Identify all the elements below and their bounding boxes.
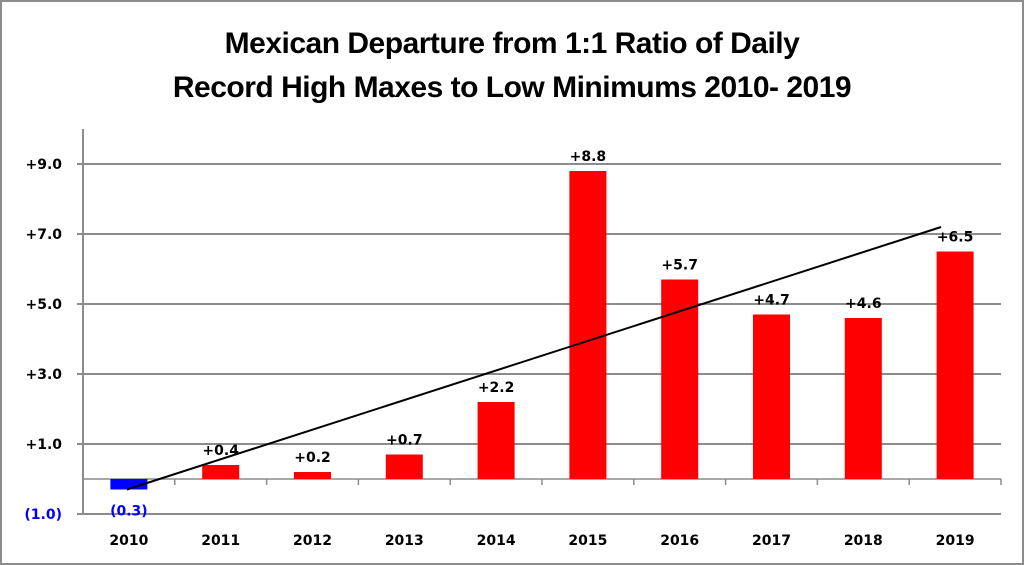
x-tick-label-2012: 2012 — [293, 533, 332, 549]
x-tick-label-2018: 2018 — [844, 533, 883, 549]
y-tick-label: +9.0 — [25, 157, 62, 173]
bar-2018 — [844, 318, 882, 479]
bar-2013 — [385, 454, 423, 479]
y-tick-label: +5.0 — [25, 297, 62, 313]
data-label-2013: +0.7 — [386, 433, 423, 449]
chart-title-line-2: Record High Maxes to Low Minimums 2010- … — [172, 71, 852, 104]
bar-2014 — [477, 402, 515, 479]
x-tick-labels: 2010 2011 2012 2013 2014 2015 2016 2017 2018 2019 — [109, 533, 974, 549]
data-label-2011: +0.4 — [202, 443, 239, 459]
x-tick-label-2011: 2011 — [201, 533, 240, 549]
bar-2015 — [569, 171, 607, 479]
data-label-2019: +6.5 — [937, 230, 974, 246]
y-tick-label: +7.0 — [25, 227, 62, 243]
trendline — [126, 226, 942, 491]
x-tick-label-2013: 2013 — [385, 533, 424, 549]
bar-2011 — [202, 465, 240, 479]
chart-title: Mexican Departure from 1:1 Ratio of Dail… — [0, 22, 1024, 110]
data-label-2015: +8.8 — [570, 149, 607, 165]
bar-2019 — [936, 251, 974, 479]
chart-title-line-1: Mexican Departure from 1:1 Ratio of Dail… — [224, 27, 800, 60]
data-label-2010: (0.3) — [110, 504, 148, 520]
bar-2016 — [661, 279, 699, 479]
x-tick-label-2016: 2016 — [660, 533, 699, 549]
x-tick-label-2015: 2015 — [568, 533, 607, 549]
data-label-2012: +0.2 — [294, 450, 331, 466]
data-label-2018: +4.6 — [845, 296, 882, 312]
bars — [110, 171, 974, 490]
x-tick-label-2017: 2017 — [752, 533, 791, 549]
trendline-group — [126, 226, 942, 491]
x-tick-label-2019: 2019 — [936, 533, 975, 549]
data-label-2014: +2.2 — [478, 380, 515, 396]
bar-2012 — [294, 472, 331, 479]
y-tick-label: (1.0) — [24, 507, 62, 523]
y-tick-label: +1.0 — [25, 437, 62, 453]
y-tick-labels: (1.0) +1.0 +3.0 +5.0 +7.0 +9.0 — [24, 157, 62, 523]
bar-2017 — [753, 314, 790, 479]
data-label-2017: +4.7 — [753, 293, 790, 309]
data-label-2016: +5.7 — [661, 258, 698, 274]
bar-2010 — [110, 479, 148, 490]
data-labels: (0.3) +0.4 +0.2 +0.7 +2.2 +8.8 +5.7 +4.7 +4.6 +6.… — [110, 149, 973, 520]
y-tick-label: +3.0 — [25, 367, 62, 383]
x-tick-label-2010: 2010 — [109, 533, 148, 549]
x-tick-label-2014: 2014 — [477, 533, 516, 549]
